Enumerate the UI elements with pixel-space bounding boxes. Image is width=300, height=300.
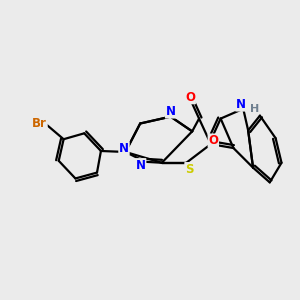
Text: O: O: [185, 91, 195, 103]
Text: S: S: [185, 163, 194, 176]
Text: N: N: [119, 142, 129, 155]
Text: N: N: [236, 98, 246, 111]
Text: H: H: [250, 104, 259, 114]
Text: O: O: [208, 134, 218, 147]
Text: N: N: [136, 159, 146, 172]
Text: N: N: [166, 105, 176, 118]
Text: Br: Br: [32, 118, 47, 130]
